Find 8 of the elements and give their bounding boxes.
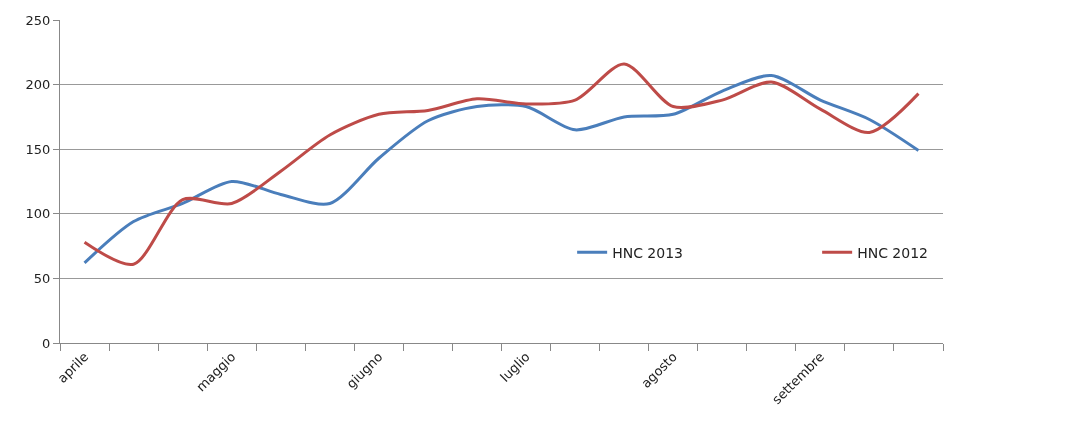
y-tick-label: 50 [33,270,51,286]
y-tick-label: 100 [25,206,51,222]
y-tick-label: 250 [25,12,51,28]
y-tick-label: 150 [25,141,51,157]
legend-label: HNC 2013 [612,244,683,261]
y-tick-label: 200 [25,77,51,93]
y-tick-label: 0 [42,335,51,351]
legend-label: HNC 2012 [857,244,928,261]
